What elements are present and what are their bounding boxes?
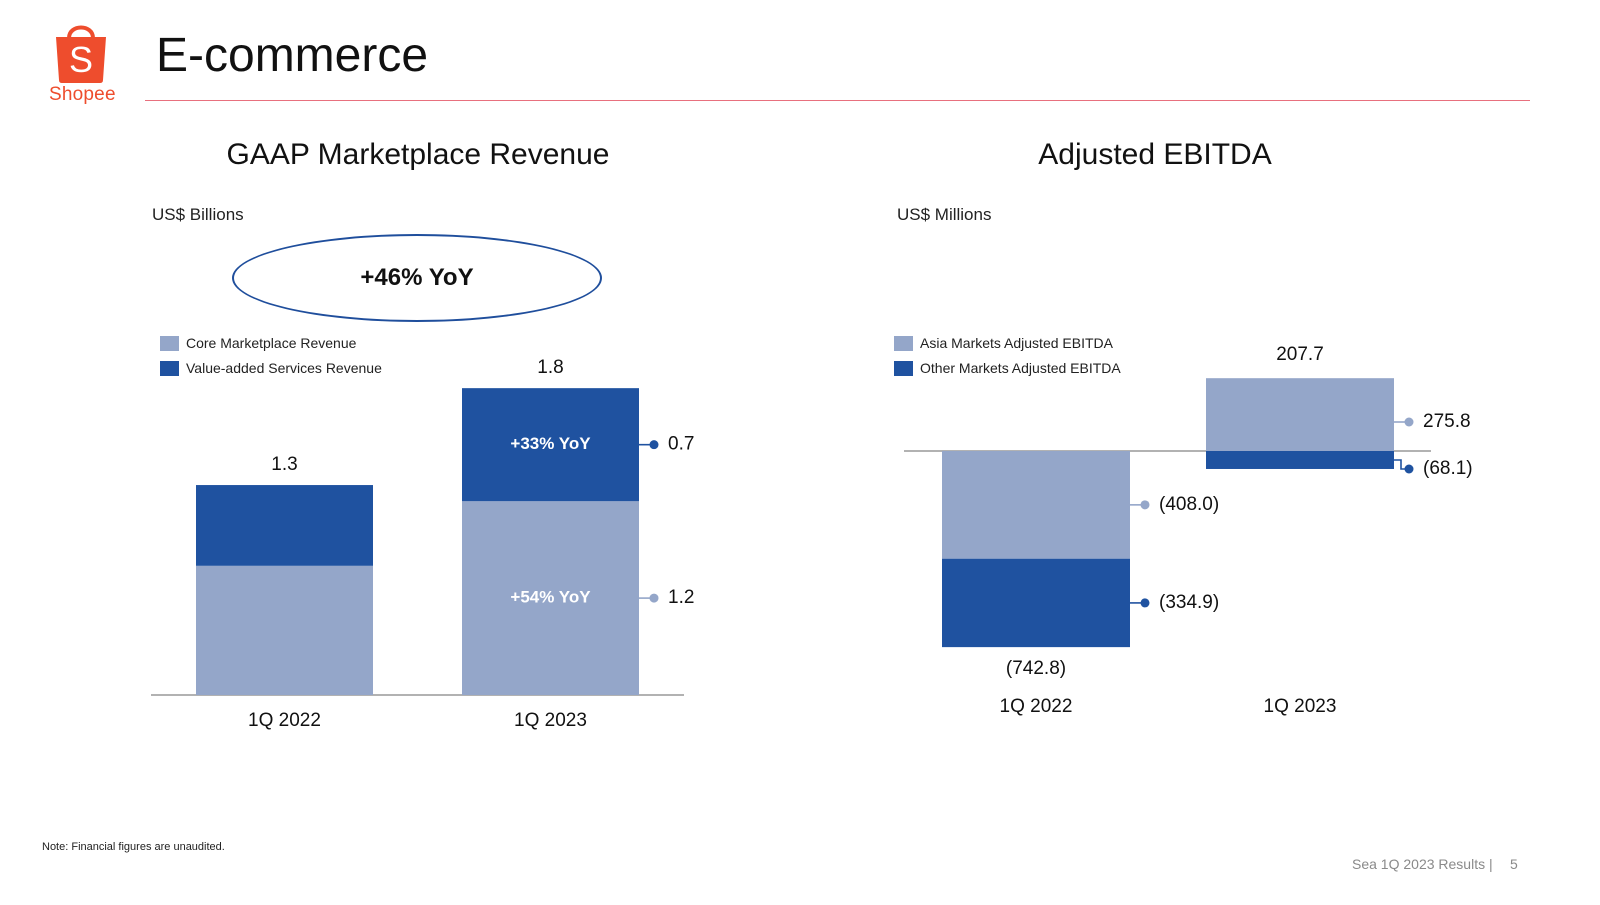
footnote: Note: Financial figures are unaudited.	[42, 841, 225, 853]
revenue-vas-callout-label: 0.7	[668, 434, 694, 455]
revenue-bar-core	[462, 501, 639, 695]
ebitda-x-tick: 1Q 2023	[1264, 696, 1337, 717]
ebitda-unit-label: US$ Millions	[897, 205, 992, 224]
revenue-vas-callout-dot	[649, 440, 659, 450]
ebitda-asia-callout-dot	[1140, 500, 1150, 510]
ebitda-x-tick: 1Q 2022	[1000, 696, 1073, 717]
legend-swatch	[160, 335, 179, 351]
revenue-bar-vas	[196, 485, 373, 566]
ebitda-bar-other	[942, 558, 1130, 648]
revenue-unit-label: US$ Billions	[152, 205, 244, 224]
ebitda-asia-callout-dot	[1404, 417, 1414, 427]
ebitda-other-callout-label: (68.1)	[1423, 458, 1473, 479]
revenue-core-callout-dot	[649, 593, 659, 603]
revenue-total-label: 1.8	[537, 357, 563, 378]
legend-item-other: Other Markets Adjusted EBITDA	[894, 358, 1121, 378]
ebitda-asia-callout-label: (408.0)	[1159, 494, 1219, 515]
yoy-growth-callout: +46% YoY	[232, 234, 602, 322]
shopee-logo-icon: S	[52, 20, 110, 84]
legend-label: Asia Markets Adjusted EBITDA	[920, 335, 1113, 351]
logo-letter: S	[69, 39, 93, 80]
revenue-core-callout-label: 1.2	[668, 587, 694, 608]
revenue-bar-vas	[462, 388, 639, 502]
ebitda-bar-asia	[1206, 378, 1394, 451]
legend-item-vas: Value-added Services Revenue	[160, 358, 382, 378]
ebitda-total-label: (742.8)	[1006, 658, 1066, 679]
revenue-segment-yoy-label: +33% YoY	[510, 434, 591, 453]
ebitda-other-callout-dot	[1404, 464, 1414, 474]
ebitda-bar-asia	[942, 451, 1130, 559]
brand-name: Shopee	[49, 84, 116, 105]
ebitda-asia-callout-label: 275.8	[1423, 411, 1471, 432]
legend-item-asia: Asia Markets Adjusted EBITDA	[894, 333, 1121, 353]
ebitda-other-callout-dot	[1140, 598, 1150, 608]
revenue-total-label: 1.3	[271, 454, 297, 475]
ebitda-legend: Asia Markets Adjusted EBITDA Other Marke…	[894, 333, 1121, 378]
revenue-segment-yoy-label: +54% YoY	[510, 588, 591, 607]
ebitda-chart-title: Adjusted EBITDA	[1038, 138, 1272, 171]
legend-swatch	[894, 360, 913, 376]
page-title: E-commerce	[156, 29, 429, 82]
revenue-legend: Core Marketplace Revenue Value-added Ser…	[160, 333, 382, 378]
legend-item-core: Core Marketplace Revenue	[160, 333, 382, 353]
revenue-x-tick: 1Q 2022	[248, 710, 321, 731]
ebitda-bar-other	[1206, 451, 1394, 469]
legend-label: Other Markets Adjusted EBITDA	[920, 360, 1121, 376]
revenue-x-tick: 1Q 2023	[514, 710, 587, 731]
ebitda-total-label: 207.7	[1276, 344, 1324, 365]
revenue-bar-core	[196, 565, 373, 695]
footer-source: Sea 1Q 2023 Results |	[1352, 856, 1493, 872]
title-divider	[145, 100, 1530, 101]
callout-text: +46% YoY	[360, 264, 474, 291]
legend-label: Core Marketplace Revenue	[186, 335, 357, 351]
legend-label: Value-added Services Revenue	[186, 360, 382, 376]
legend-swatch	[894, 335, 913, 351]
ebitda-other-callout-label: (334.9)	[1159, 592, 1219, 613]
revenue-chart-title: GAAP Marketplace Revenue	[226, 138, 610, 171]
page-number: 5	[1510, 856, 1518, 872]
legend-swatch	[160, 360, 179, 376]
